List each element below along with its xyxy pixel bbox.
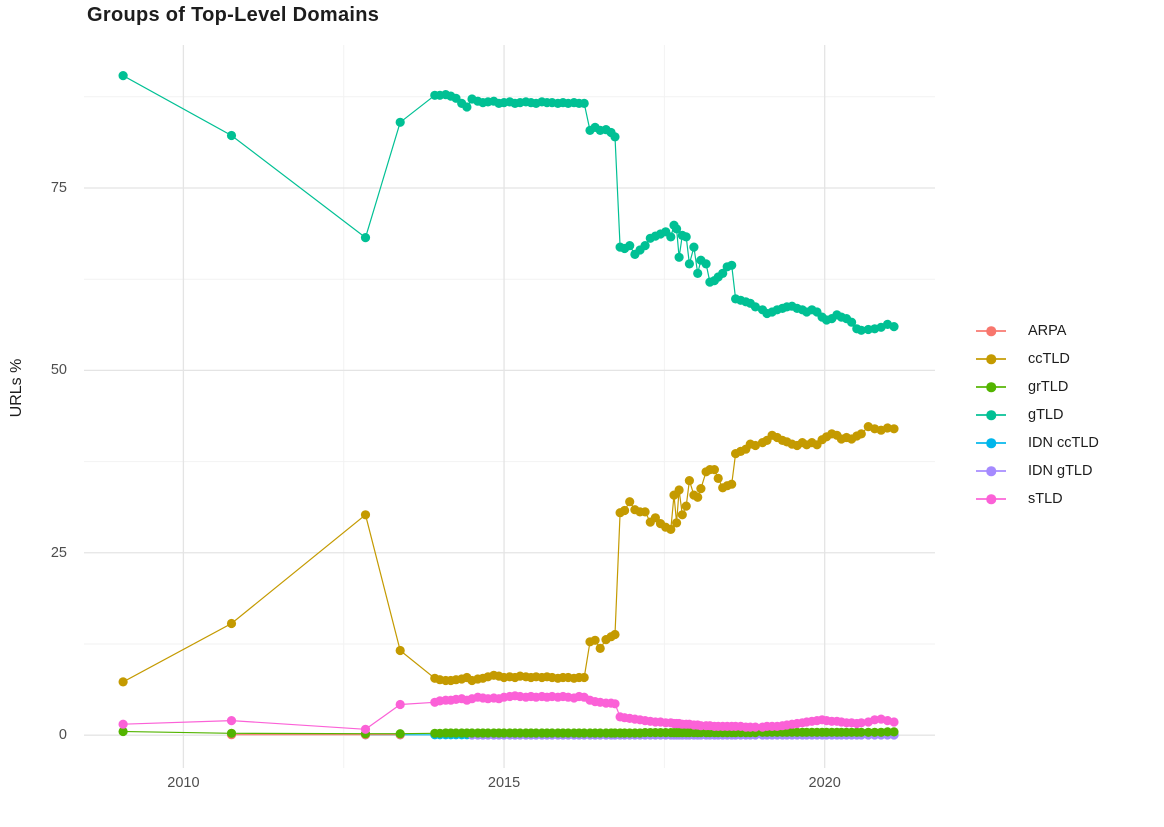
arpa-line-dot-icon: [976, 324, 1006, 338]
y-tick-label: 25: [50, 544, 67, 561]
series-cctld: [118, 422, 899, 687]
legend-label: ARPA: [1028, 323, 1067, 339]
series-stld: [118, 691, 899, 734]
x-tick-label: 2015: [487, 775, 521, 791]
gtld-line: [122, 75, 895, 331]
series-arpa: [226, 730, 405, 740]
gtld-line-dot-icon: [976, 408, 1006, 422]
idn-cctld-line-dot-icon: [976, 436, 1006, 450]
grtld-line-dot-icon: [976, 380, 1006, 394]
cctld-line-dot-icon: [976, 352, 1006, 366]
legend-label: gTLD: [1028, 407, 1064, 423]
series-grtld: [118, 726, 899, 739]
legend-label: sTLD: [1028, 491, 1063, 507]
x-tick-label: 2020: [808, 775, 841, 791]
legend-label: IDN gTLD: [1028, 463, 1093, 479]
legend-label: ccTLD: [1028, 351, 1070, 367]
legend-item-cctld: ccTLD: [976, 349, 1099, 369]
y-tick-label: 50: [50, 362, 67, 379]
legend-label: grTLD: [1028, 379, 1069, 395]
x-tick-label: 2010: [167, 775, 200, 791]
legend: ARPA ccTLD grTLD gTLD IDN ccTLD IDN gTLD…: [976, 321, 1099, 509]
stld-line-dot-icon: [976, 492, 1006, 506]
y-tick-label: 75: [50, 179, 67, 196]
series-gtld: [118, 71, 899, 335]
legend-label: IDN ccTLD: [1028, 435, 1099, 451]
legend-item-grtld: grTLD: [976, 377, 1099, 397]
y-tick-label: 0: [58, 727, 67, 744]
legend-item-idn-cctld: IDN ccTLD: [976, 433, 1099, 453]
legend-item-idn-gtld: IDN gTLD: [976, 461, 1099, 481]
legend-item-gtld: gTLD: [976, 405, 1099, 425]
legend-item-stld: sTLD: [976, 489, 1099, 509]
chart-title: Groups of Top-Level Domains: [87, 4, 380, 26]
legend-item-arpa: ARPA: [976, 321, 1099, 341]
idn-gtld-line-dot-icon: [976, 464, 1006, 478]
